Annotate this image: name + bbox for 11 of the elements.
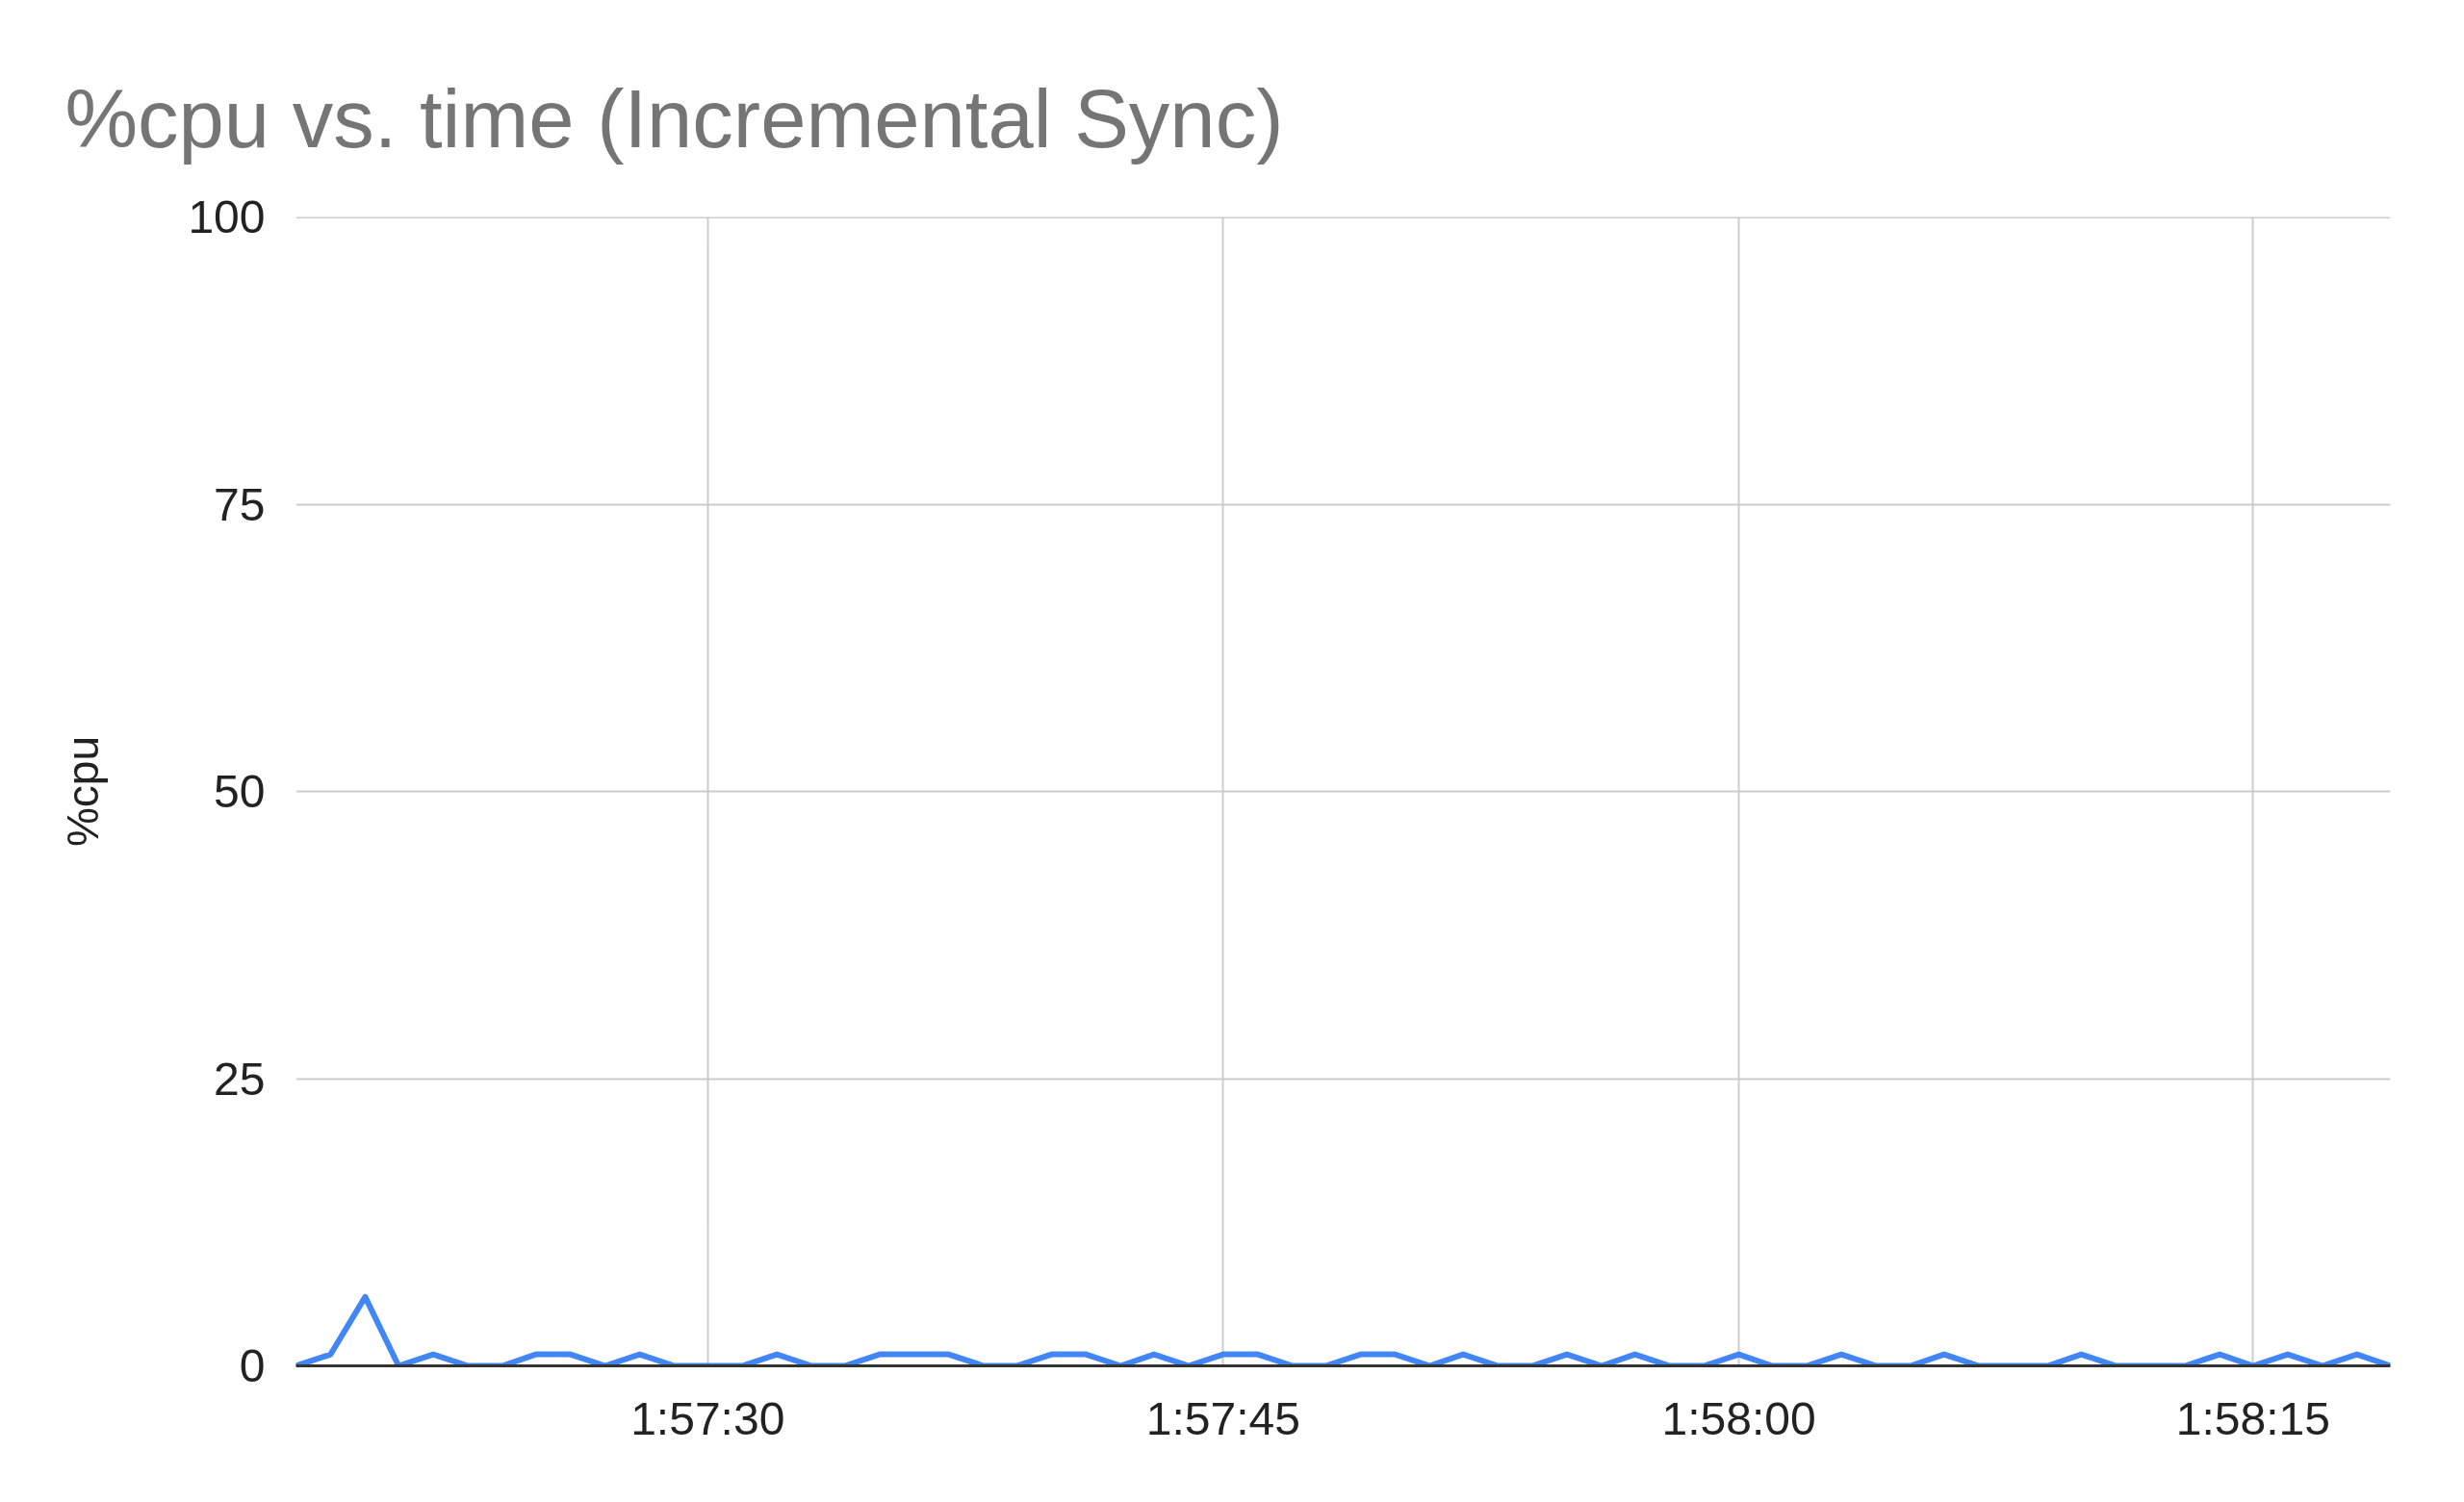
y-tick-label: 0: [239, 1340, 266, 1391]
chart-title: %cpu vs. time (Incremental Sync): [64, 72, 1284, 165]
x-tick-label: 1:58:00: [1661, 1392, 1816, 1444]
x-tick-label: 1:57:45: [1145, 1392, 1300, 1444]
y-tick-label: 100: [188, 191, 266, 242]
y-tick-label: 50: [214, 766, 266, 817]
x-tick-label: 1:57:30: [630, 1392, 785, 1444]
x-tick-label: 1:58:15: [2175, 1392, 2330, 1444]
y-tick-label: 25: [214, 1053, 266, 1105]
y-tick-label: 75: [214, 478, 266, 530]
y-axis-title: %cpu: [58, 735, 109, 848]
